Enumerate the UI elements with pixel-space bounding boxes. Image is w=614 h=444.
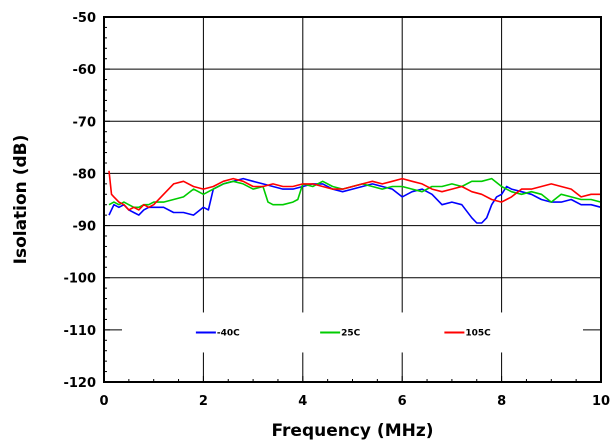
x-tick-label: 4 <box>298 394 307 409</box>
x-tick-label: 0 <box>99 394 108 409</box>
x-tick-labels: 0 2 4 6 8 10 <box>99 394 610 409</box>
y-tick-label: -80 <box>73 167 97 182</box>
legend-label: 105C <box>465 328 491 338</box>
series-line-105c <box>108 170 601 211</box>
series-lines <box>108 170 602 224</box>
y-tick-label: -60 <box>73 63 97 78</box>
x-tick-label: 8 <box>497 394 506 409</box>
legend-label: -40C <box>217 328 240 338</box>
y-tick-label: -120 <box>63 376 96 391</box>
y-tick-label: -70 <box>73 115 97 130</box>
plot-frame <box>103 16 602 383</box>
x-tick-label: 10 <box>592 394 610 409</box>
y-axis-title: Isolation (dB) <box>11 135 31 265</box>
y-tick-labels: -50 -60 -70 -80 -90 -100 -110 -120 <box>63 11 96 391</box>
x-tick-label: 2 <box>199 394 208 409</box>
x-tick-label: 6 <box>398 394 407 409</box>
series-line-40c <box>108 177 602 224</box>
y-tick-label: -90 <box>73 220 97 235</box>
legend-label: 25C <box>341 328 361 338</box>
y-tick-label: -110 <box>63 324 96 339</box>
y-tick-label: -100 <box>63 272 96 287</box>
legend: -40C 25C 105C <box>195 328 491 338</box>
x-axis-title: Frequency (MHz) <box>272 421 434 441</box>
y-tick-label: -50 <box>73 11 97 26</box>
